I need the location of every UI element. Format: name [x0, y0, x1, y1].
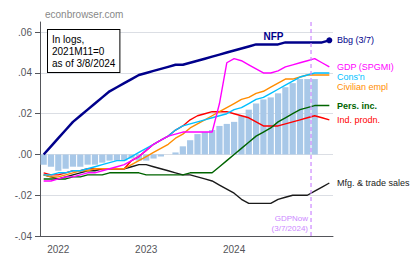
svg-text:Mfg. & trade sales: Mfg. & trade sales [337, 178, 410, 188]
svg-text:2021M11=0: 2021M11=0 [52, 46, 105, 57]
svg-text:Bbg (3/7): Bbg (3/7) [337, 35, 374, 45]
svg-text:-.04: -.04 [15, 231, 33, 242]
svg-text:GDPNow: GDPNow [275, 214, 309, 223]
svg-text:2022: 2022 [47, 244, 70, 255]
svg-text:2023: 2023 [135, 244, 158, 255]
svg-text:GDP (SPGMI): GDP (SPGMI) [337, 62, 394, 72]
svg-text:Cons'n: Cons'n [337, 72, 365, 82]
svg-text:2024: 2024 [223, 244, 246, 255]
svg-text:econbrowser.com: econbrowser.com [45, 9, 123, 20]
svg-text:Pers. inc.: Pers. inc. [337, 101, 377, 111]
svg-text:NFP: NFP [263, 31, 283, 42]
svg-text:In logs,: In logs, [52, 34, 84, 45]
svg-text:-.02: -.02 [15, 190, 33, 201]
svg-text:Ind. prodn.: Ind. prodn. [337, 115, 380, 125]
svg-text:.02: .02 [18, 108, 32, 119]
svg-text:.04: .04 [18, 67, 32, 78]
svg-text:.00: .00 [18, 149, 32, 160]
svg-text:.06: .06 [18, 27, 32, 38]
svg-text:Civilian empl: Civilian empl [337, 82, 388, 92]
svg-text:(3/7/2024): (3/7/2024) [272, 224, 309, 233]
svg-text:as of 3/8/2024: as of 3/8/2024 [52, 58, 116, 69]
